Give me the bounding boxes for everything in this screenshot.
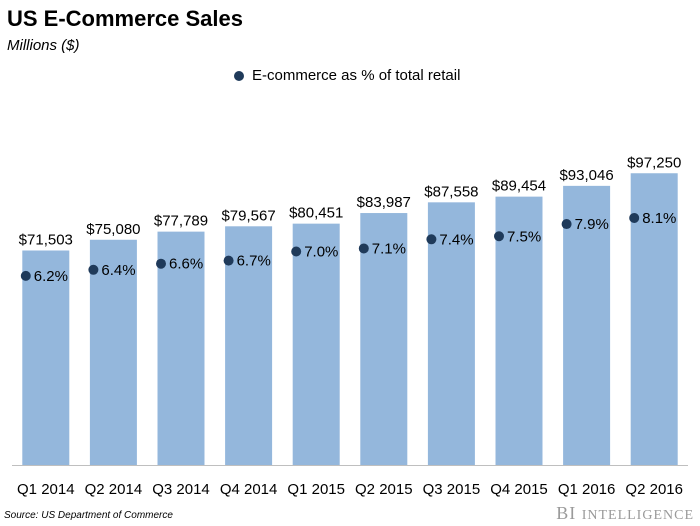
bar: [22, 250, 70, 465]
bar-value-label: $75,080: [86, 221, 140, 238]
percent-dot: [156, 258, 166, 269]
bar: [427, 202, 475, 466]
x-tick-label: Q2 2016: [625, 481, 683, 498]
x-tick-label: Q1 2014: [17, 481, 75, 498]
percent-dot: [88, 264, 99, 275]
bar-value-label: $77,789: [154, 213, 208, 230]
legend: E-commerce as % of total retail: [234, 67, 460, 84]
percent-label: 7.5%: [507, 228, 541, 245]
percent-dot: [561, 219, 572, 230]
legend-marker: [234, 70, 244, 81]
bar-value-label: $80,451: [289, 205, 343, 222]
percent-label: 7.9%: [575, 216, 609, 233]
brand-initials: BI: [556, 503, 577, 523]
chart-subtitle: Millions ($): [7, 37, 80, 54]
source-note: Source: US Department of Commerce: [4, 510, 173, 521]
brand-word: INTELLIGENCE: [581, 508, 694, 523]
percent-label: 8.1%: [642, 210, 676, 227]
bar: [157, 231, 205, 465]
percent-dot: [358, 243, 369, 254]
x-tick-label: Q4 2014: [220, 481, 278, 498]
percent-dot: [494, 231, 504, 242]
bar-value-label: $83,987: [357, 194, 411, 211]
x-tick-label: Q3 2015: [423, 481, 481, 498]
bar: [225, 226, 273, 465]
percent-dot: [223, 255, 234, 266]
bar-value-label: $79,567: [221, 207, 275, 224]
bar: [630, 173, 678, 465]
x-tick-label: Q4 2015: [490, 481, 548, 498]
bar-value-label: $87,558: [424, 183, 478, 200]
bar: [292, 223, 340, 465]
percent-label: 6.2%: [34, 268, 68, 285]
x-tick-label: Q1 2016: [558, 481, 616, 498]
bar-value-label: $71,503: [19, 231, 73, 248]
bar-value-label: $89,454: [492, 178, 546, 195]
percent-label: 7.0%: [304, 244, 338, 261]
bar: [495, 196, 543, 465]
percent-dot: [426, 234, 437, 245]
percent-label: 6.4%: [101, 262, 135, 279]
percent-label: 7.4%: [439, 231, 473, 248]
bar-value-label: $97,250: [627, 154, 681, 171]
percent-label: 6.7%: [237, 253, 271, 270]
percent-dot: [291, 246, 302, 257]
bar: [563, 185, 611, 465]
percent-label: 6.6%: [169, 256, 203, 273]
x-tick-label: Q2 2015: [355, 481, 413, 498]
legend-label: E-commerce as % of total retail: [252, 67, 461, 84]
bar: [89, 239, 137, 465]
chart-title: US E-Commerce Sales: [7, 6, 243, 31]
x-tick-label: Q3 2014: [152, 481, 210, 498]
bar: [360, 213, 408, 465]
percent-dot: [629, 212, 640, 223]
x-tick-label: Q1 2015: [287, 481, 345, 498]
x-tick-label: Q2 2014: [85, 481, 143, 498]
brand-logo: BI INTELLIGENCE: [556, 503, 694, 524]
bar-value-label: $93,046: [559, 167, 613, 184]
percent-dot: [20, 270, 31, 281]
percent-label: 7.1%: [372, 240, 406, 257]
